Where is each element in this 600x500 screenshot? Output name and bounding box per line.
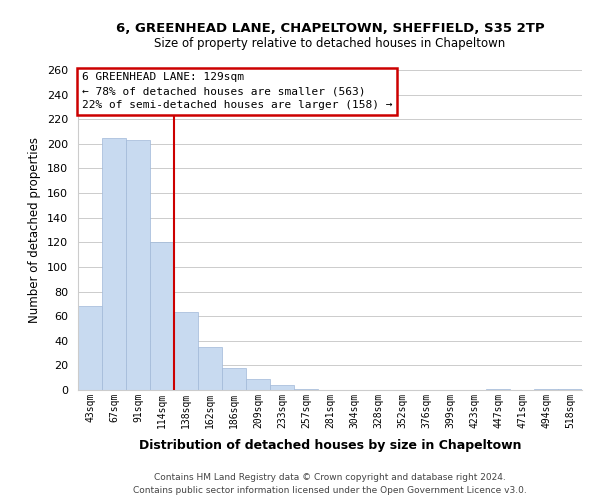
- Bar: [246, 379, 270, 390]
- Bar: [294, 389, 318, 390]
- Text: 6, GREENHEAD LANE, CHAPELTOWN, SHEFFIELD, S35 2TP: 6, GREENHEAD LANE, CHAPELTOWN, SHEFFIELD…: [116, 22, 544, 36]
- Bar: [174, 312, 198, 390]
- Y-axis label: Number of detached properties: Number of detached properties: [28, 137, 41, 323]
- Text: Contains HM Land Registry data © Crown copyright and database right 2024.
Contai: Contains HM Land Registry data © Crown c…: [133, 473, 527, 495]
- Bar: [534, 389, 558, 390]
- Bar: [126, 140, 150, 390]
- Bar: [78, 306, 102, 390]
- Bar: [198, 347, 222, 390]
- Bar: [558, 389, 582, 390]
- Text: 6 GREENHEAD LANE: 129sqm
← 78% of detached houses are smaller (563)
22% of semi-: 6 GREENHEAD LANE: 129sqm ← 78% of detach…: [82, 72, 392, 110]
- Text: Size of property relative to detached houses in Chapeltown: Size of property relative to detached ho…: [154, 38, 506, 51]
- Bar: [270, 385, 294, 390]
- Bar: [486, 389, 510, 390]
- X-axis label: Distribution of detached houses by size in Chapeltown: Distribution of detached houses by size …: [139, 439, 521, 452]
- Bar: [150, 242, 174, 390]
- Bar: [102, 138, 126, 390]
- Bar: [222, 368, 246, 390]
